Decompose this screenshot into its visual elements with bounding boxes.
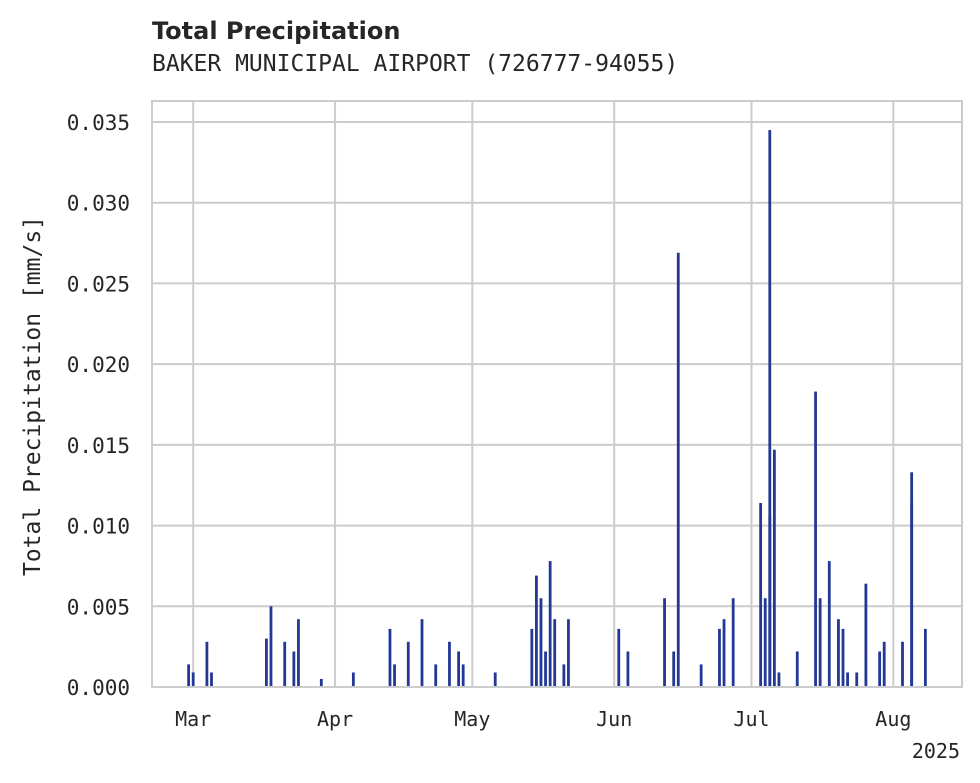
precip-bar xyxy=(457,651,461,687)
precip-bar xyxy=(841,628,845,687)
precip-bar xyxy=(722,619,726,687)
precip-bar xyxy=(265,638,268,687)
y-tick-label: 0.005 xyxy=(67,595,130,619)
precip-bar xyxy=(493,672,497,687)
precip-bar xyxy=(535,575,538,687)
precip-bar xyxy=(768,130,772,687)
precip-bar xyxy=(814,391,817,687)
precip-bar xyxy=(191,672,195,687)
precip-bar xyxy=(205,641,209,687)
precip-bar xyxy=(827,561,831,687)
precip-bar xyxy=(388,628,392,687)
precip-bar xyxy=(910,472,914,687)
x-axis-ticks: Mar Apr May Jun Jul Aug xyxy=(175,707,911,731)
precip-bar xyxy=(420,619,424,687)
precip-bar xyxy=(393,664,396,687)
precip-bar xyxy=(772,449,776,687)
precip-bar xyxy=(530,628,534,687)
y-tick-label: 0.025 xyxy=(67,272,130,296)
x-tick-label: Apr xyxy=(317,707,353,731)
precip-bar xyxy=(864,583,868,687)
precip-bar xyxy=(562,664,566,687)
precip-bar xyxy=(923,628,927,687)
precip-bar xyxy=(878,651,882,687)
precip-bar xyxy=(553,619,557,687)
x-tick-label: Jun xyxy=(596,707,632,731)
precip-bar xyxy=(548,561,552,687)
precip-bar xyxy=(351,672,355,687)
x-tick-label: Mar xyxy=(175,707,211,731)
precip-bar xyxy=(882,641,886,687)
y-tick-label: 0.030 xyxy=(67,192,130,216)
x-axis-year-label: 2025 xyxy=(912,739,960,763)
y-tick-label: 0.015 xyxy=(67,434,130,458)
grid-lines xyxy=(152,101,962,688)
precipitation-bars xyxy=(187,130,927,687)
x-tick-label: Jul xyxy=(733,707,769,731)
precip-bar xyxy=(672,651,676,687)
precip-bar xyxy=(297,619,300,687)
precip-bar xyxy=(901,641,904,687)
x-tick-label: Aug xyxy=(875,707,911,731)
precip-bar xyxy=(406,641,410,687)
chart-subtitle: BAKER MUNICIPAL AIRPORT (726777-94055) xyxy=(152,51,679,77)
precip-bar xyxy=(777,672,781,687)
x-tick-label: May xyxy=(454,707,490,731)
y-tick-label: 0.010 xyxy=(67,515,130,539)
precip-bar xyxy=(855,672,859,687)
precip-bar xyxy=(731,598,735,687)
precip-bar xyxy=(837,619,840,687)
precip-bar xyxy=(617,628,621,687)
precip-bar xyxy=(718,628,721,687)
precip-bar xyxy=(292,651,296,687)
y-tick-label: 0.035 xyxy=(67,111,130,135)
y-axis-ticks: 0.000 0.005 0.010 0.015 0.020 0.025 0.030 0.035 xyxy=(67,111,130,700)
precip-bar xyxy=(539,598,543,687)
precip-bar xyxy=(763,598,767,687)
precip-bar xyxy=(626,651,630,687)
y-tick-label: 0.020 xyxy=(67,353,130,377)
y-axis-label: Total Precipitation [mm/s] xyxy=(20,216,46,576)
precip-bar xyxy=(699,664,703,687)
precip-bar xyxy=(319,678,323,687)
precip-bar xyxy=(846,672,849,687)
precip-bar xyxy=(676,252,680,687)
precip-bar xyxy=(759,502,763,687)
precip-bar xyxy=(544,651,547,687)
plot-frame xyxy=(151,100,963,688)
y-tick-label: 0.000 xyxy=(67,676,130,700)
precip-bar xyxy=(818,598,822,687)
precip-bar xyxy=(210,672,213,687)
precip-bar xyxy=(795,651,799,687)
precip-bar xyxy=(283,641,287,687)
precip-bar xyxy=(567,619,570,687)
precip-bar xyxy=(448,641,451,687)
precip-bar xyxy=(187,664,191,687)
precip-bar xyxy=(269,606,273,687)
chart-title: Total Precipitation xyxy=(152,17,401,45)
precip-bar xyxy=(434,664,438,687)
precip-bar xyxy=(461,664,465,687)
precip-bar xyxy=(663,598,666,687)
